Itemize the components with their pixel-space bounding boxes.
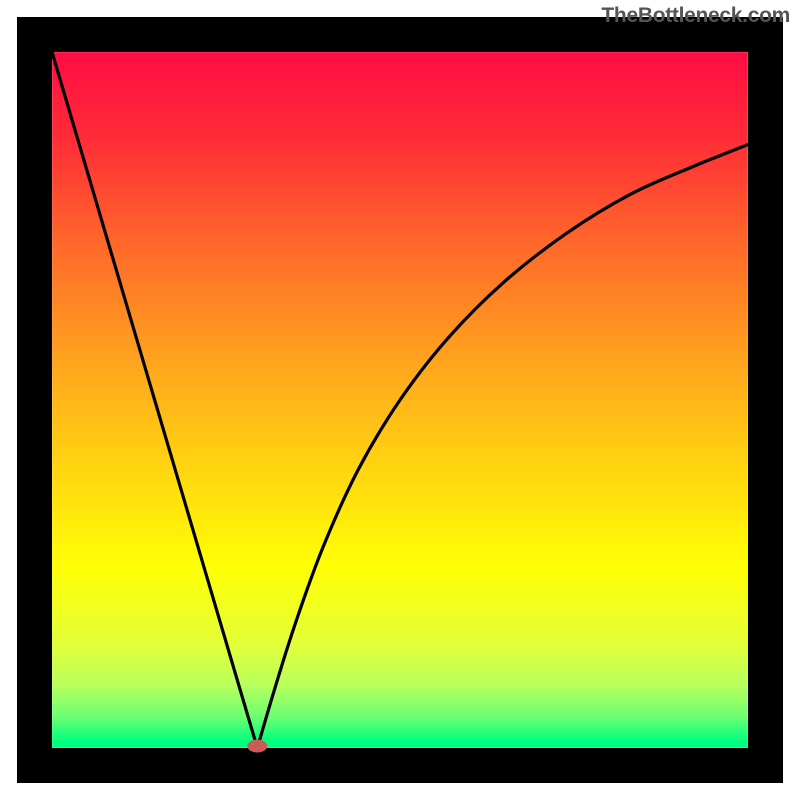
chart-container: TheBottleneck.com	[0, 0, 800, 800]
watermark-text: TheBottleneck.com	[601, 4, 790, 28]
gradient-background	[0, 0, 800, 800]
